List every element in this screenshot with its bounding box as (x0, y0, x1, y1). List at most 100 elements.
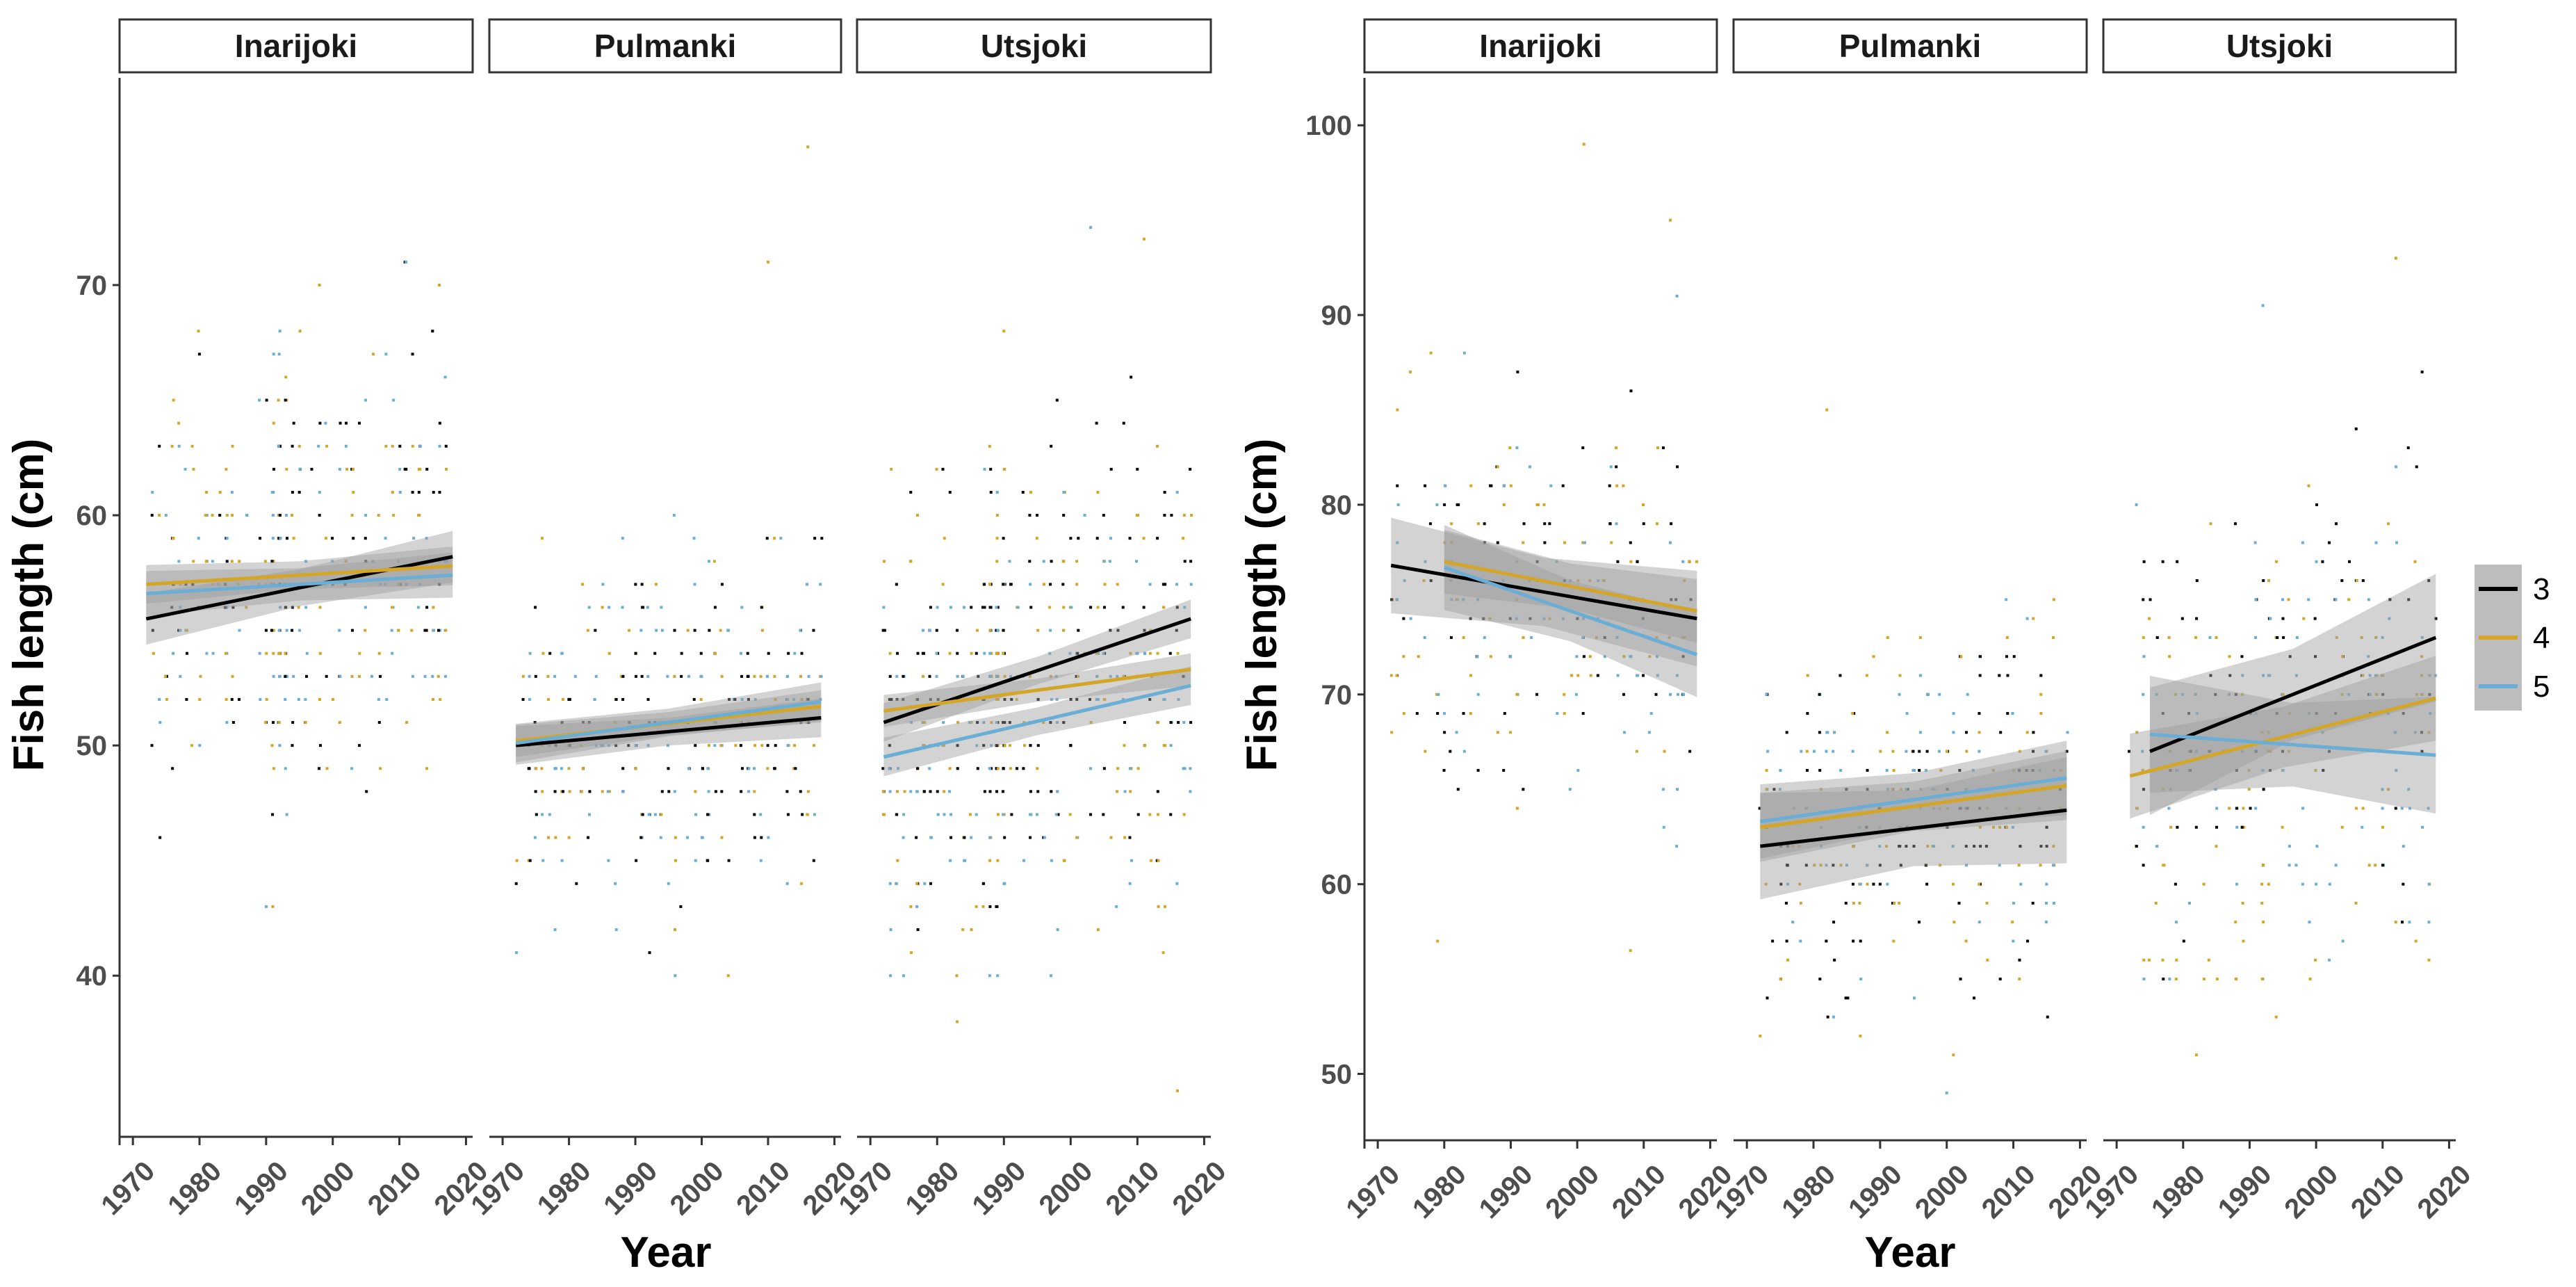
data-point (304, 697, 307, 701)
data-point (1508, 617, 1512, 620)
data-point (1931, 788, 1934, 791)
data-point (1136, 813, 1140, 816)
data-point (1799, 939, 1802, 943)
data-point (1443, 503, 1446, 506)
data-point (534, 606, 537, 609)
data-point (792, 697, 796, 701)
data-point (2388, 598, 2392, 601)
data-point (902, 974, 906, 978)
data-point (1576, 674, 1580, 677)
data-point (2175, 958, 2178, 962)
data-point (1042, 583, 1045, 586)
data-point (1189, 560, 1193, 563)
data-point (2005, 807, 2008, 810)
data-point (785, 882, 789, 885)
data-point (2052, 901, 2055, 905)
data-point (225, 721, 229, 725)
data-point (150, 744, 154, 747)
data-point (2267, 674, 2270, 677)
data-point (397, 560, 400, 563)
data-point (1859, 1034, 1862, 1037)
data-point (720, 836, 724, 839)
data-point (271, 537, 275, 540)
data-point (760, 744, 764, 747)
data-point (1089, 226, 1093, 229)
data-point (2322, 768, 2325, 772)
data-point (446, 560, 449, 563)
data-point (2215, 807, 2219, 810)
data-point (1009, 674, 1012, 678)
data-point (2268, 768, 2272, 772)
panel-strip (488, 18, 842, 74)
data-point (1998, 864, 2001, 867)
y-tick-label: 100 (1305, 111, 1352, 141)
data-point (1866, 788, 1869, 791)
data-point (1952, 1053, 1955, 1057)
data-point (1932, 788, 1936, 791)
data-point (1469, 617, 1472, 620)
data-point (1973, 996, 1976, 1000)
data-point (431, 330, 434, 333)
data-point (963, 836, 966, 839)
data-point (1096, 697, 1100, 701)
data-point (1851, 750, 1854, 753)
data-point (1009, 583, 1012, 586)
data-point (199, 674, 202, 678)
data-point (995, 721, 998, 725)
data-point (739, 744, 742, 747)
data-point (1886, 636, 1889, 639)
data-point (1128, 836, 1132, 839)
data-point (1859, 882, 1862, 886)
fit-line-4 (883, 667, 1191, 713)
data-point (1062, 721, 1066, 725)
data-point (1409, 617, 1412, 620)
data-point (364, 560, 368, 563)
data-point (2235, 882, 2238, 886)
data-point (1765, 693, 1768, 696)
data-point (2314, 655, 2317, 658)
data-point (1905, 788, 1908, 791)
data-point (1088, 697, 1091, 701)
data-point (1965, 750, 1968, 753)
data-point (1502, 484, 1506, 487)
data-point (1616, 674, 1620, 677)
data-point (888, 674, 892, 678)
scatter-points (150, 260, 449, 908)
data-point (785, 790, 789, 793)
data-point (1075, 836, 1079, 839)
data-point (179, 674, 182, 678)
data-point (358, 744, 361, 747)
data-point (2381, 693, 2385, 696)
data-point (888, 790, 892, 793)
data-point (2254, 807, 2258, 810)
data-point (970, 651, 973, 655)
data-point (1496, 541, 1499, 544)
data-point (1108, 560, 1111, 563)
data-point (372, 353, 375, 356)
data-point (1964, 845, 1968, 848)
data-point (192, 560, 195, 563)
x-tick-label: 1990 (1843, 1159, 1908, 1224)
data-point (1183, 560, 1187, 563)
data-point (1003, 744, 1006, 747)
data-point (587, 721, 591, 725)
data-point (740, 606, 744, 609)
data-point (1002, 767, 1005, 770)
data-point (2176, 825, 2179, 829)
data-point (2194, 750, 2198, 753)
data-point (1109, 836, 1113, 839)
data-point (903, 790, 906, 793)
data-point (177, 444, 181, 448)
data-point (1116, 790, 1119, 793)
data-point (270, 490, 274, 494)
data-point (1429, 351, 1433, 355)
data-point (694, 744, 697, 747)
data-point (2006, 712, 2010, 715)
data-point (694, 859, 697, 862)
data-point (2347, 598, 2351, 601)
data-point (982, 697, 986, 701)
data-point (1049, 629, 1052, 632)
data-point (2267, 882, 2270, 886)
data-point (438, 283, 441, 286)
data-point (2227, 693, 2231, 696)
